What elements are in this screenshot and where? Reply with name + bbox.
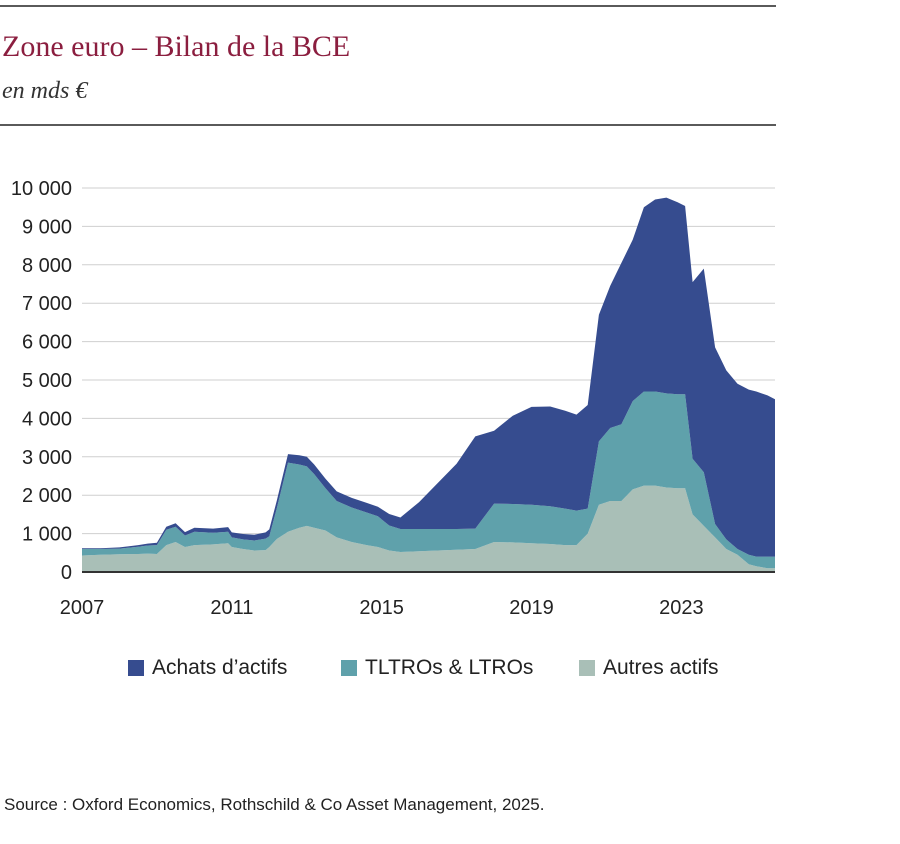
y-tick-label: 7 000 (22, 293, 72, 315)
y-tick-label: 5 000 (22, 370, 72, 392)
area-tltros-ltros (82, 391, 775, 569)
y-tick-label: 2 000 (22, 485, 72, 507)
legend-swatch-autres (579, 660, 595, 676)
legend-item-achats: Achats d’actifs (128, 656, 287, 680)
area-achats-actifs (82, 197, 775, 557)
x-tick-label: 2015 (359, 597, 404, 619)
x-tick-label: 2019 (509, 597, 554, 619)
legend-item-tltros: TLTROs & LTROs (341, 656, 533, 680)
chart-subtitle: en mds € (2, 78, 88, 104)
x-tick-label: 2011 (210, 597, 253, 619)
area-autres-actifs (82, 485, 775, 572)
y-tick-label: 3 000 (22, 447, 72, 469)
legend-swatch-achats (128, 660, 144, 676)
chart-title: Zone euro – Bilan de la BCE (2, 30, 351, 63)
y-tick-label: 8 000 (22, 255, 72, 277)
y-tick-label: 4 000 (22, 408, 72, 430)
legend: Achats d’actifs TLTROs & LTROs Autres ac… (0, 656, 900, 686)
y-tick-label: 0 (61, 562, 72, 584)
x-tick-label: 2007 (60, 597, 105, 619)
chart-area: 0 1 000 2 000 3 000 4 000 5 000 6 000 7 000 8 00… (11, 178, 775, 619)
legend-label-achats: Achats d’actifs (152, 656, 288, 679)
source-note: Source : Oxford Economics, Rothschild & … (4, 795, 545, 814)
top-rule (0, 5, 776, 7)
x-tick-label: 2023 (659, 597, 704, 619)
header-rule (0, 124, 776, 126)
y-tick-label: 10 000 (11, 178, 72, 200)
legend-item-autres: Autres actifs (579, 656, 719, 680)
legend-label-tltros: TLTROs & LTROs (365, 656, 534, 679)
legend-swatch-tltros (341, 660, 357, 676)
y-tick-label: 6 000 (22, 332, 72, 354)
y-tick-label: 1 000 (22, 524, 72, 546)
legend-label-autres: Autres actifs (603, 656, 719, 679)
y-tick-label: 9 000 (22, 216, 72, 238)
